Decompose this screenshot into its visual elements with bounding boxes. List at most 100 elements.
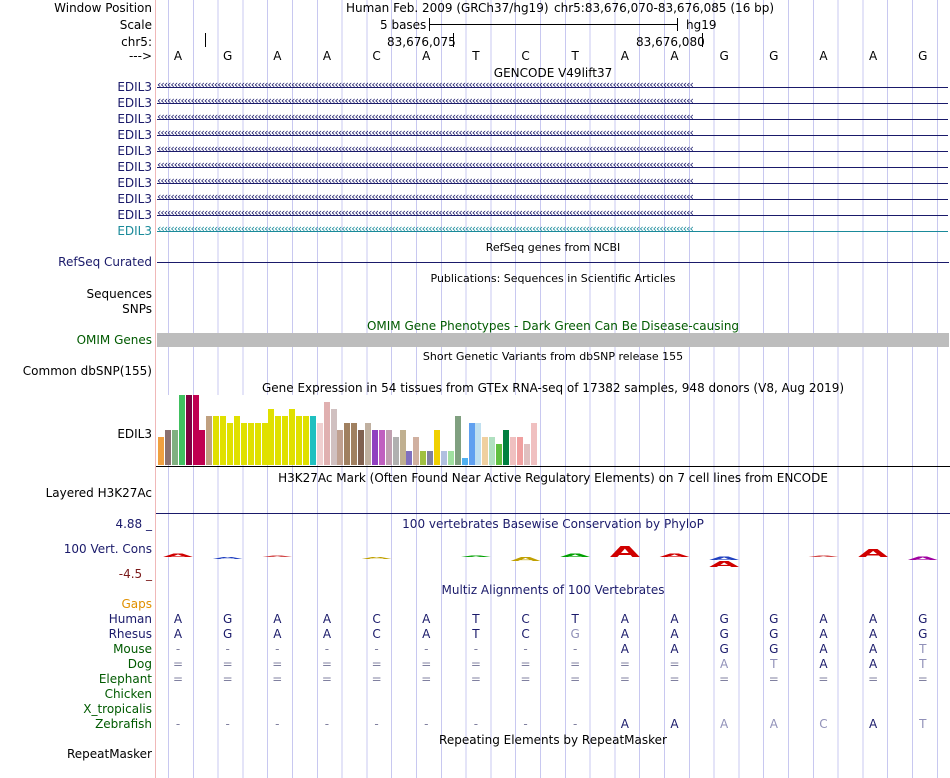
gaps-label[interactable]: Gaps xyxy=(121,597,152,611)
gencode-gene-label[interactable]: EDIL3 xyxy=(117,160,152,174)
gtex-tissue-bar[interactable] xyxy=(378,430,385,465)
gtex-tissue-bar[interactable] xyxy=(164,430,171,465)
gtex-tissue-bar[interactable] xyxy=(503,430,509,465)
gtex-tissue-bar[interactable] xyxy=(420,451,427,465)
gencode-gene-label[interactable]: EDIL3 xyxy=(117,80,152,94)
gtex-tissue-bar[interactable] xyxy=(171,430,178,465)
gencode-gene-label[interactable]: EDIL3 xyxy=(117,176,152,190)
multiz-base: A xyxy=(868,717,878,731)
gtex-tissue-bar[interactable] xyxy=(440,451,447,465)
gtex-tissue-bar[interactable] xyxy=(192,395,199,465)
gencode-gene-label[interactable]: EDIL3 xyxy=(117,96,152,110)
gtex-tissue-bar[interactable] xyxy=(509,437,516,465)
gencode-gene-feature[interactable]: ‹‹‹‹‹‹‹‹‹‹‹‹‹‹‹‹‹‹‹‹‹‹‹‹‹‹‹‹‹‹‹‹‹‹‹‹‹‹‹‹… xyxy=(157,110,948,125)
multiz-species-label[interactable]: Dog xyxy=(127,657,152,671)
multiz-species-label[interactable]: Chicken xyxy=(104,687,152,701)
refseq-gene-line[interactable] xyxy=(157,262,949,263)
gtex-tissue-bar[interactable] xyxy=(296,416,302,465)
gencode-gene-feature[interactable]: ‹‹‹‹‹‹‹‹‹‹‹‹‹‹‹‹‹‹‹‹‹‹‹‹‹‹‹‹‹‹‹‹‹‹‹‹‹‹‹‹… xyxy=(157,158,948,173)
gtex-tissue-bar[interactable] xyxy=(254,423,261,465)
coord-80: 83,676,080 xyxy=(636,35,705,49)
gtex-expression-chart[interactable] xyxy=(157,395,537,465)
gencode-gene-feature[interactable]: ‹‹‹‹‹‹‹‹‹‹‹‹‹‹‹‹‹‹‹‹‹‹‹‹‹‹‹‹‹‹‹‹‹‹‹‹‹‹‹‹… xyxy=(157,142,948,157)
gtex-tissue-bar[interactable] xyxy=(240,423,247,465)
gtex-tissue-bar[interactable] xyxy=(406,451,413,465)
gtex-tissue-bar[interactable] xyxy=(496,444,503,465)
multiz-species-label[interactable]: Human xyxy=(108,612,152,626)
multiz-species-label[interactable]: Mouse xyxy=(113,642,152,656)
dbsnp-label[interactable]: Common dbSNP(155) xyxy=(22,364,152,378)
gtex-tissue-bar[interactable] xyxy=(323,402,330,465)
gtex-tissue-bar[interactable] xyxy=(158,437,164,465)
multiz-species-label[interactable]: Elephant xyxy=(98,672,152,686)
gtex-tissue-bar[interactable] xyxy=(399,430,406,465)
gtex-tissue-bar[interactable] xyxy=(530,423,537,465)
gtex-tissue-bar[interactable] xyxy=(220,416,227,465)
gencode-gene-feature[interactable]: ‹‹‹‹‹‹‹‹‹‹‹‹‹‹‹‹‹‹‹‹‹‹‹‹‹‹‹‹‹‹‹‹‹‹‹‹‹‹‹‹… xyxy=(157,78,948,93)
repeatmasker-label[interactable]: RepeatMasker xyxy=(66,747,152,761)
publications-label-snps[interactable]: SNPs xyxy=(122,302,152,316)
gtex-tissue-bar[interactable] xyxy=(516,437,523,465)
gtex-tissue-bar[interactable] xyxy=(475,423,482,465)
gencode-gene-label[interactable]: EDIL3 xyxy=(117,224,152,238)
gtex-tissue-bar[interactable] xyxy=(461,458,468,465)
gtex-tissue-bar[interactable] xyxy=(199,430,206,465)
gtex-tissue-bar[interactable] xyxy=(268,409,275,465)
gtex-tissue-bar[interactable] xyxy=(185,395,192,465)
gtex-label[interactable]: EDIL3 xyxy=(117,427,152,441)
gtex-tissue-bar[interactable] xyxy=(358,430,365,465)
gtex-tissue-bar[interactable] xyxy=(302,416,309,465)
gtex-tissue-bar[interactable] xyxy=(371,430,378,465)
gtex-tissue-bar[interactable] xyxy=(434,430,440,465)
gencode-gene-feature[interactable]: ‹‹‹‹‹‹‹‹‹‹‹‹‹‹‹‹‹‹‹‹‹‹‹‹‹‹‹‹‹‹‹‹‹‹‹‹‹‹‹‹… xyxy=(157,126,948,141)
gtex-tissue-bar[interactable] xyxy=(337,430,344,465)
gtex-tissue-bar[interactable] xyxy=(523,444,530,465)
multiz-species-label[interactable]: X_tropicalis xyxy=(83,702,152,716)
multiz-species-label[interactable]: Rhesus xyxy=(108,627,152,641)
omim-feature-bar[interactable] xyxy=(157,333,949,347)
multiz-species-label[interactable]: Zebrafish xyxy=(95,717,152,731)
gtex-tissue-bar[interactable] xyxy=(289,409,296,465)
gtex-tissue-bar[interactable] xyxy=(489,437,496,465)
gtex-tissue-bar[interactable] xyxy=(233,416,240,465)
gtex-tissue-bar[interactable] xyxy=(427,451,434,465)
gtex-tissue-bar[interactable] xyxy=(261,423,268,465)
gencode-gene-label[interactable]: EDIL3 xyxy=(117,112,152,126)
gtex-tissue-bar[interactable] xyxy=(282,416,289,465)
refseq-label[interactable]: RefSeq Curated xyxy=(58,255,152,269)
gtex-tissue-bar[interactable] xyxy=(344,423,351,465)
gtex-tissue-bar[interactable] xyxy=(482,437,489,465)
gtex-tissue-bar[interactable] xyxy=(447,451,454,465)
gtex-tissue-bar[interactable] xyxy=(413,437,420,465)
gencode-gene-feature[interactable]: ‹‹‹‹‹‹‹‹‹‹‹‹‹‹‹‹‹‹‹‹‹‹‹‹‹‹‹‹‹‹‹‹‹‹‹‹‹‹‹‹… xyxy=(157,94,948,109)
gtex-tissue-bar[interactable] xyxy=(330,409,337,465)
omim-label[interactable]: OMIM Genes xyxy=(76,333,152,347)
h3k27ac-label[interactable]: Layered H3K27Ac xyxy=(45,486,152,500)
gencode-gene-label[interactable]: EDIL3 xyxy=(117,192,152,206)
gencode-gene-feature[interactable]: ‹‹‹‹‹‹‹‹‹‹‹‹‹‹‹‹‹‹‹‹‹‹‹‹‹‹‹‹‹‹‹‹‹‹‹‹‹‹‹‹… xyxy=(157,222,948,237)
multiz-base: - xyxy=(424,717,429,731)
phylop-label[interactable]: 100 Vert. Cons xyxy=(63,542,152,556)
gtex-tissue-bar[interactable] xyxy=(178,395,185,465)
gtex-tissue-bar[interactable] xyxy=(468,423,475,465)
gtex-tissue-bar[interactable] xyxy=(213,416,220,465)
gtex-tissue-bar[interactable] xyxy=(316,423,323,465)
gencode-gene-feature[interactable]: ‹‹‹‹‹‹‹‹‹‹‹‹‹‹‹‹‹‹‹‹‹‹‹‹‹‹‹‹‹‹‹‹‹‹‹‹‹‹‹‹… xyxy=(157,190,948,205)
gtex-tissue-bar[interactable] xyxy=(309,416,316,465)
publications-label-sequences[interactable]: Sequences xyxy=(86,287,152,301)
gtex-tissue-bar[interactable] xyxy=(351,423,358,465)
gtex-tissue-bar[interactable] xyxy=(365,423,371,465)
gencode-gene-label[interactable]: EDIL3 xyxy=(117,128,152,142)
gtex-tissue-bar[interactable] xyxy=(247,423,254,465)
gencode-gene-label[interactable]: EDIL3 xyxy=(117,208,152,222)
gtex-tissue-bar[interactable] xyxy=(392,437,399,465)
gtex-tissue-bar[interactable] xyxy=(454,416,461,465)
gtex-tissue-bar[interactable] xyxy=(275,416,282,465)
gtex-tissue-bar[interactable] xyxy=(227,423,233,465)
gencode-gene-feature[interactable]: ‹‹‹‹‹‹‹‹‹‹‹‹‹‹‹‹‹‹‹‹‹‹‹‹‹‹‹‹‹‹‹‹‹‹‹‹‹‹‹‹… xyxy=(157,206,948,221)
gtex-tissue-bar[interactable] xyxy=(385,430,392,465)
gencode-gene-label[interactable]: EDIL3 xyxy=(117,144,152,158)
gtex-tissue-bar[interactable] xyxy=(206,416,213,465)
gencode-gene-feature[interactable]: ‹‹‹‹‹‹‹‹‹‹‹‹‹‹‹‹‹‹‹‹‹‹‹‹‹‹‹‹‹‹‹‹‹‹‹‹‹‹‹‹… xyxy=(157,174,948,189)
